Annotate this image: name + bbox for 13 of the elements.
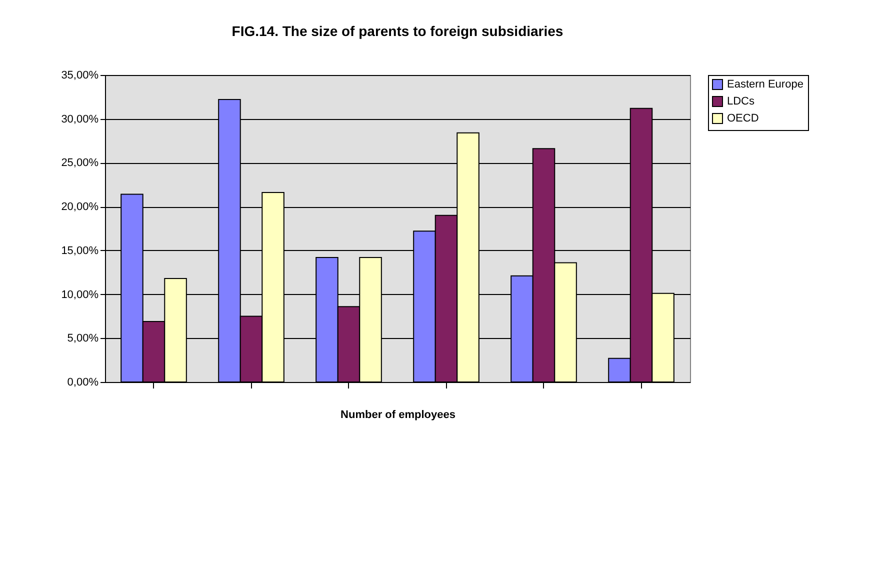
y-tick-label: 25,00%	[61, 157, 99, 170]
y-tick-label: 15,00%	[61, 244, 99, 257]
legend-label: Eastern Europe	[727, 78, 804, 90]
y-tick-label: 30,00%	[61, 113, 99, 126]
chart-title: FIG.14. The size of parents to foreign subsidiaries	[232, 23, 564, 39]
x-axis-title: Number of employees	[340, 409, 456, 421]
y-tick-label: 20,00%	[61, 201, 99, 214]
y-tick-label: 5,00%	[67, 332, 99, 345]
y-tick-label: 0,00%	[67, 376, 99, 388]
y-tick-label: 10,00%	[61, 288, 99, 301]
legend-label: LDCs	[727, 96, 756, 108]
y-tick-label: 35,00%	[61, 70, 99, 82]
legend-label: OECD	[727, 112, 759, 124]
